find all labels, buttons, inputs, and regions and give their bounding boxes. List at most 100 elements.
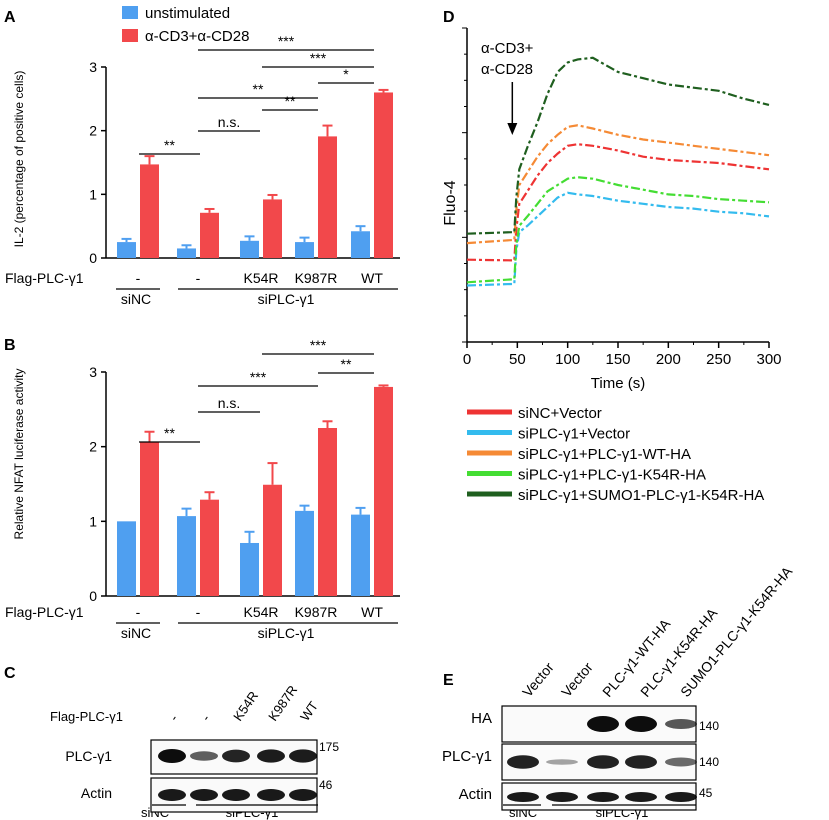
y-tick-label: 3 — [89, 59, 97, 75]
y-tick-label: 3 — [89, 364, 97, 380]
mw-marker-ha-140: 140 — [699, 719, 719, 733]
lane-label: - — [198, 712, 213, 724]
blot-band — [587, 792, 619, 802]
band-label-actin: Actin — [81, 785, 112, 801]
lane-label: - — [166, 712, 181, 724]
significance-label: ** — [164, 137, 175, 153]
x-tick-label: 150 — [605, 351, 630, 368]
group-label-siplc: siPLC-γ1 — [258, 625, 315, 641]
bar — [295, 510, 314, 596]
bar — [240, 542, 259, 596]
bar — [117, 242, 136, 258]
blot-band — [289, 749, 317, 763]
blot-band — [190, 789, 218, 801]
blot-band — [625, 716, 657, 732]
bar — [140, 164, 159, 258]
flag-lane-label: K987R — [295, 270, 338, 286]
panel-d-line-chart: Fluo-4 Time (s) α-CD3+ α-CD28 0 50 100 150 2… — [442, 27, 782, 504]
legend-swatch-stimulated — [122, 29, 138, 42]
stim-arrow-head — [507, 123, 518, 135]
legend-label-unstimulated: unstimulated — [145, 5, 230, 22]
blot-band — [625, 792, 657, 802]
stim-annotation-line1: α-CD3+ — [481, 40, 534, 57]
blot-band — [158, 789, 186, 801]
mw-marker-175: 175 — [319, 740, 339, 754]
x-tick-label: 50 — [509, 351, 526, 368]
blot-band — [257, 789, 285, 801]
calcium-trace — [466, 191, 770, 287]
bar — [295, 242, 314, 258]
y-tick-label: 0 — [89, 250, 97, 266]
calcium-trace — [466, 124, 770, 245]
bar — [140, 442, 159, 596]
mw-marker-plc-140: 140 — [699, 755, 719, 769]
significance-label: ** — [164, 425, 175, 441]
bar — [351, 514, 370, 596]
blot-band — [222, 789, 250, 801]
significance-label: ** — [285, 93, 296, 109]
flag-lane-label: WT — [361, 604, 383, 620]
x-tick-label: 200 — [656, 351, 681, 368]
x-tick-label: 0 — [463, 351, 471, 368]
mw-marker-actin-45: 45 — [699, 786, 713, 800]
blot-band — [222, 749, 250, 763]
x-axis-label: Time (s) — [591, 375, 645, 392]
flag-row-label: Flag-PLC-γ1 — [5, 604, 84, 620]
bar — [318, 136, 337, 258]
bar — [117, 521, 136, 596]
panel-label-c: C — [4, 665, 16, 682]
blot-band — [158, 749, 186, 763]
blot-band — [507, 792, 539, 802]
group-label-siplc: siPLC-γ1 — [258, 291, 315, 307]
x-tick-label: 100 — [555, 351, 580, 368]
flag-lane-label: - — [136, 270, 141, 286]
stim-annotation-line2: α-CD28 — [481, 61, 533, 78]
x-tick-label: 250 — [706, 351, 731, 368]
significance-label: ** — [341, 356, 352, 372]
bar — [374, 92, 393, 258]
panel-label-b: B — [4, 337, 16, 354]
blot-band — [507, 755, 539, 769]
significance-label: *** — [310, 50, 327, 66]
y-tick-label: 0 — [89, 588, 97, 604]
y-tick-label: 2 — [89, 123, 97, 139]
panel-e-western-blot: HA PLC-γ1 Actin 140 140 45 siNC siPLC-γ1… — [442, 563, 796, 820]
legend-swatch-unstimulated — [122, 6, 138, 19]
band-label-plc: PLC-γ1 — [442, 748, 492, 765]
blot-band — [665, 792, 697, 802]
bar — [240, 240, 259, 258]
flag-lane-label: K54R — [243, 270, 278, 286]
legend-label: siNC+Vector — [518, 405, 602, 422]
y-tick-label: 1 — [89, 186, 97, 202]
lane-label: K987R — [265, 683, 300, 724]
y-axis-label: Relative NFAT luciferase activity — [12, 369, 26, 540]
blot-band — [289, 789, 317, 801]
blot-band — [546, 759, 578, 765]
legend-label: siPLC-γ1+PLC-γ1-K54R-HA — [518, 467, 706, 484]
flag-lane-label: WT — [361, 270, 383, 286]
flag-lane-label: K54R — [243, 604, 278, 620]
bar — [177, 248, 196, 258]
panel-c-western-blot: Flag-PLC-γ1 PLC-γ1 Actin 175 46 siNC siP… — [50, 683, 339, 820]
band-label-ha: HA — [471, 710, 492, 727]
y-tick-label: 2 — [89, 439, 97, 455]
flag-lane-label: K987R — [295, 604, 338, 620]
significance-label: *** — [250, 369, 267, 385]
panel-label-e: E — [443, 672, 454, 689]
x-tick-label: 300 — [756, 351, 781, 368]
panel-label-d: D — [443, 9, 455, 26]
flag-lane-label: - — [196, 270, 201, 286]
significance-label: * — [343, 66, 349, 82]
lane-label: Vector — [558, 659, 596, 700]
bar — [200, 499, 219, 596]
calcium-trace — [466, 143, 770, 262]
bar — [263, 199, 282, 258]
bar — [263, 484, 282, 596]
legend-label: siPLC-γ1+PLC-γ1-WT-HA — [518, 446, 691, 463]
y-axis-label: Fluo-4 — [442, 180, 459, 225]
group-label-sinc: siNC — [121, 625, 151, 641]
bar — [177, 516, 196, 596]
legend-label-stimulated: α-CD3+α-CD28 — [145, 28, 249, 45]
flag-row-label: Flag-PLC-γ1 — [50, 709, 123, 724]
blot-band — [665, 719, 697, 729]
